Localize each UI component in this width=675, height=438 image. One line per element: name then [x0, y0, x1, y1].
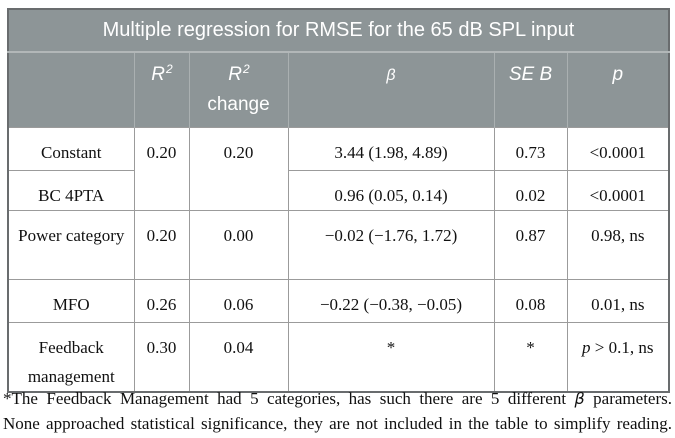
header-se-b: SE B	[493, 52, 567, 128]
table-title-row: Multiple regression for RMSE for the 65 …	[8, 9, 669, 53]
cell-mfo-se-b: 0.08	[493, 279, 568, 323]
cell-mfo-p: 0.01, ns	[566, 279, 670, 323]
cell-power-se-b: 0.87	[493, 210, 568, 280]
cell-feedback-se-b: *	[493, 322, 568, 393]
cell-constant-r2-change: 0.20	[188, 127, 289, 211]
cell-constant-se-b: 0.73	[493, 127, 568, 171]
header-r2-base: R	[151, 64, 166, 85]
header-r2-change-line2: change	[207, 94, 270, 115]
cell-power-r2: 0.20	[133, 210, 190, 280]
table-row-power-category: Power category 0.20 0.00 −0.02 (−1.76, 1…	[7, 210, 670, 280]
row-label-power-category: Power category	[7, 210, 135, 280]
cell-bc-4pta-se-b: 0.02	[493, 170, 568, 211]
cell-constant-r2: 0.20	[133, 127, 190, 211]
row-label-mfo: MFO	[7, 279, 135, 323]
table-footnote: *The Feedback Management had 5 categorie…	[3, 386, 672, 436]
footnote-beta-symbol: β	[574, 389, 585, 408]
header-beta-symbol: β	[386, 67, 396, 84]
cell-power-p: 0.98, ns	[566, 210, 670, 280]
cell-mfo-r2: 0.26	[133, 279, 190, 323]
regression-table: Multiple regression for RMSE for the 65 …	[7, 8, 670, 393]
header-r2: R2	[133, 52, 189, 128]
cell-feedback-r2: 0.30	[133, 322, 190, 393]
row-label-bc-4pta: BC 4PTA	[7, 170, 135, 211]
footnote-line-2: None approached statistical significance…	[3, 414, 672, 433]
cell-feedback-p-symbol: p	[582, 338, 591, 357]
header-se-b-label: SE B	[508, 64, 553, 85]
table-row-constant: Constant 0.20 0.20 3.44 (1.98, 4.89) 0.7…	[7, 127, 670, 211]
cell-feedback-beta: *	[287, 322, 495, 393]
header-r2-change: R2 change	[188, 52, 288, 128]
cell-feedback-r2-change: 0.04	[188, 322, 289, 393]
row-label-feedback-management: Feedback management	[7, 322, 135, 393]
cell-constant-p: <0.0001	[566, 127, 670, 171]
table-row-bc-4pta: BC 4PTA 0.96 (0.05, 0.14) 0.02 <0.0001	[7, 170, 670, 211]
header-r2-change-base: R	[228, 64, 243, 85]
cell-feedback-p-value: > 0.1, ns	[590, 338, 654, 357]
cell-mfo-beta: −0.22 (−0.38, −0.05)	[287, 279, 495, 323]
table-row-mfo: MFO 0.26 0.06 −0.22 (−0.38, −0.05) 0.08 …	[7, 279, 670, 323]
header-r2-change-sup: 2	[243, 62, 250, 76]
cell-power-beta: −0.02 (−1.76, 1.72)	[287, 210, 495, 280]
footnote-line1-text-b: parameters.	[584, 389, 672, 408]
table-header-row: R2 R2 change β SE B p	[8, 52, 669, 128]
cell-power-r2-change: 0.00	[188, 210, 289, 280]
footnote-line1-text-a: *The Feedback Management had 5 categorie…	[3, 389, 575, 408]
header-beta: β	[287, 52, 494, 128]
header-r2-sup: 2	[166, 62, 173, 76]
footnote-line-1: *The Feedback Management had 5 categorie…	[3, 386, 672, 411]
cell-bc-4pta-beta: 0.96 (0.05, 0.14)	[287, 170, 495, 211]
cell-mfo-r2-change: 0.06	[188, 279, 289, 323]
cell-bc-4pta-p: <0.0001	[566, 170, 670, 211]
cell-constant-beta: 3.44 (1.98, 4.89)	[287, 127, 495, 171]
header-p-label: p	[612, 64, 624, 85]
cell-feedback-p: p > 0.1, ns	[566, 322, 670, 393]
table-title: Multiple regression for RMSE for the 65 …	[8, 9, 669, 53]
header-p: p	[566, 52, 669, 128]
header-empty-cell	[8, 52, 134, 128]
table-row-feedback-management: Feedback management 0.30 0.04 * * p > 0.…	[7, 322, 670, 393]
row-label-constant: Constant	[7, 127, 135, 171]
